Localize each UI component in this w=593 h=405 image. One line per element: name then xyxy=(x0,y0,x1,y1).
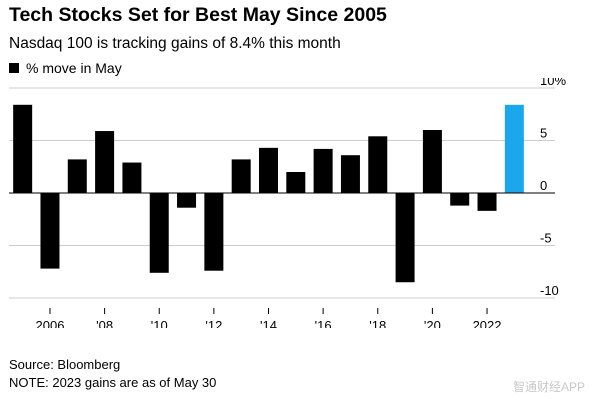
x-tick-label: '10 xyxy=(151,318,168,328)
x-tick-labels: 2006 '08 '10 '12 '14 '16 '18 '20 2022 xyxy=(36,318,502,328)
legend-swatch xyxy=(9,63,19,73)
x-tick-label: 2006 xyxy=(36,318,65,328)
x-tick-label: '14 xyxy=(260,318,277,328)
bar-2013 xyxy=(231,159,251,193)
y-tick-label: 5 xyxy=(540,126,547,141)
bar-2017 xyxy=(340,155,360,193)
bar-2023 xyxy=(504,104,524,193)
axes xyxy=(9,192,555,314)
footnote: NOTE: 2023 gains are as of May 30 xyxy=(9,375,217,390)
bar-2010 xyxy=(149,193,169,273)
bar-2011 xyxy=(177,193,197,208)
watermark: 智通财经APP xyxy=(512,380,585,394)
legend: % move in May xyxy=(9,60,122,76)
bar-2020 xyxy=(422,130,442,193)
bar-2007 xyxy=(67,159,87,193)
bar-2021 xyxy=(450,193,470,206)
y-tick-label: 10% xyxy=(540,78,566,88)
x-tick-label: '18 xyxy=(369,318,386,328)
bar-2018 xyxy=(368,136,388,193)
bar-2012 xyxy=(204,193,224,271)
bar-2005 xyxy=(13,104,33,193)
x-tick-label: '08 xyxy=(96,318,113,328)
bar-2008 xyxy=(95,131,115,193)
bar-2015 xyxy=(286,172,306,193)
y-tick-labels: 10% 5 0 -5 -10 xyxy=(540,78,566,298)
bar-2016 xyxy=(313,148,333,193)
bar-chart: 10% 5 0 -5 -10 2006 '08 '10 '12 '14 '16 '18 '20 2022 xyxy=(9,78,566,328)
y-tick-label: -5 xyxy=(540,231,552,246)
bar-2019 xyxy=(395,193,415,283)
legend-label: % move in May xyxy=(26,60,122,76)
x-tick-label: 2022 xyxy=(473,318,502,328)
x-tick-label: '20 xyxy=(424,318,441,328)
x-tick-label: '12 xyxy=(205,318,222,328)
bars xyxy=(13,104,524,283)
y-tick-label: 0 xyxy=(540,178,547,193)
bar-2006 xyxy=(40,193,60,269)
chart-title: Tech Stocks Set for Best May Since 2005 xyxy=(9,4,387,26)
chart-subtitle: Nasdaq 100 is tracking gains of 8.4% thi… xyxy=(9,35,341,52)
source-note: Source: Bloomberg xyxy=(9,357,121,372)
bar-2009 xyxy=(122,162,142,193)
x-tick-label: '16 xyxy=(315,318,332,328)
bar-2014 xyxy=(259,147,278,193)
y-tick-label: -10 xyxy=(540,283,559,298)
bar-2022 xyxy=(477,193,497,211)
